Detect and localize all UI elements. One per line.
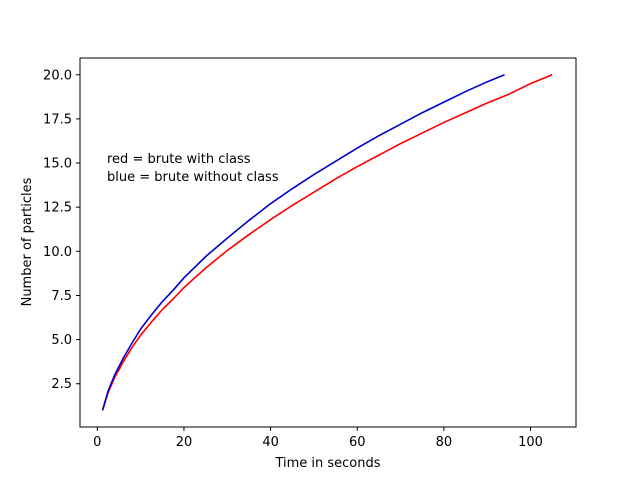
y-axis-ticks: 2.5 5.0 7.5 10.0 12.5 15.0 17.5 20.0 bbox=[43, 68, 80, 392]
annotation-line-2: blue = brute without class bbox=[107, 170, 279, 185]
x-tick-label: 100 bbox=[518, 435, 543, 450]
series-line-1 bbox=[101, 74, 505, 411]
y-tick-label: 2.5 bbox=[51, 377, 72, 392]
x-tick-label: 0 bbox=[93, 435, 101, 450]
y-tick-label: 5.0 bbox=[51, 333, 72, 348]
x-axis-label: Time in seconds bbox=[274, 456, 380, 471]
plot-background bbox=[80, 58, 576, 427]
x-tick-label: 20 bbox=[176, 435, 193, 450]
y-tick-label: 12.5 bbox=[43, 201, 72, 216]
y-tick-label: 20.0 bbox=[43, 68, 72, 83]
series-line-0 bbox=[101, 74, 553, 411]
series-layer bbox=[101, 74, 553, 411]
y-tick-label: 7.5 bbox=[51, 289, 72, 304]
plot-frame bbox=[79, 57, 577, 428]
x-tick-label: 60 bbox=[349, 435, 366, 450]
annotation-line-1: red = brute with class bbox=[107, 152, 251, 167]
x-axis-ticks: 0 20 40 60 80 100 bbox=[93, 427, 543, 450]
x-tick-label: 40 bbox=[262, 435, 279, 450]
y-axis-label: Number of particles bbox=[20, 177, 35, 306]
y-tick-label: 10.0 bbox=[43, 245, 72, 260]
y-tick-label: 15.0 bbox=[43, 157, 72, 172]
y-tick-label: 17.5 bbox=[43, 112, 72, 127]
x-tick-label: 80 bbox=[436, 435, 453, 450]
